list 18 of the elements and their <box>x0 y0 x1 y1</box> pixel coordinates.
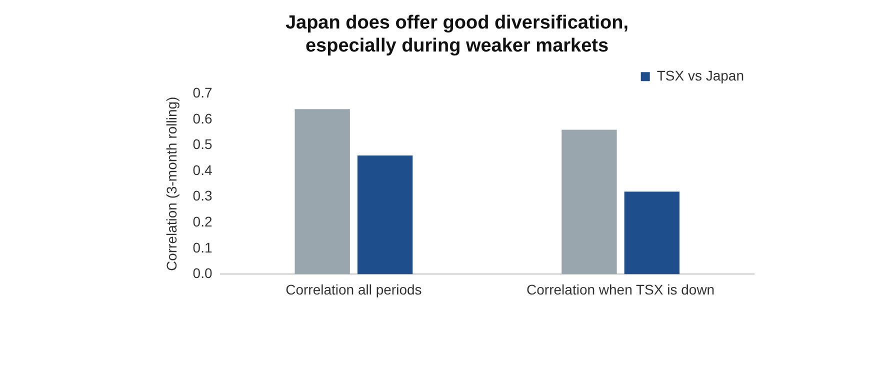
bar <box>294 109 350 274</box>
y-tick-label: 0.2 <box>192 213 212 230</box>
y-tick-label: 0.5 <box>192 136 212 152</box>
y-axis-title: Correlation (3-month rolling) <box>163 96 180 272</box>
x-tick-label: Correlation when TSX is down <box>526 281 715 298</box>
y-tick-label: 0.4 <box>192 162 212 178</box>
y-tick-label: 0.6 <box>192 110 212 126</box>
y-tick-label: 0.1 <box>192 239 212 256</box>
x-tick-label: Correlation all periods <box>286 281 422 298</box>
legend-label: TSX vs Japan <box>656 67 744 84</box>
text: Japan does offer good diversification, <box>285 12 629 34</box>
y-tick-label: 0.3 <box>192 188 212 204</box>
y-tick-label: 0.0 <box>192 265 212 282</box>
bar <box>562 130 617 274</box>
text: especially during weaker markets <box>305 35 609 56</box>
bar <box>357 156 413 274</box>
bar <box>624 192 680 274</box>
y-tick-label: 0.7 <box>192 84 212 100</box>
